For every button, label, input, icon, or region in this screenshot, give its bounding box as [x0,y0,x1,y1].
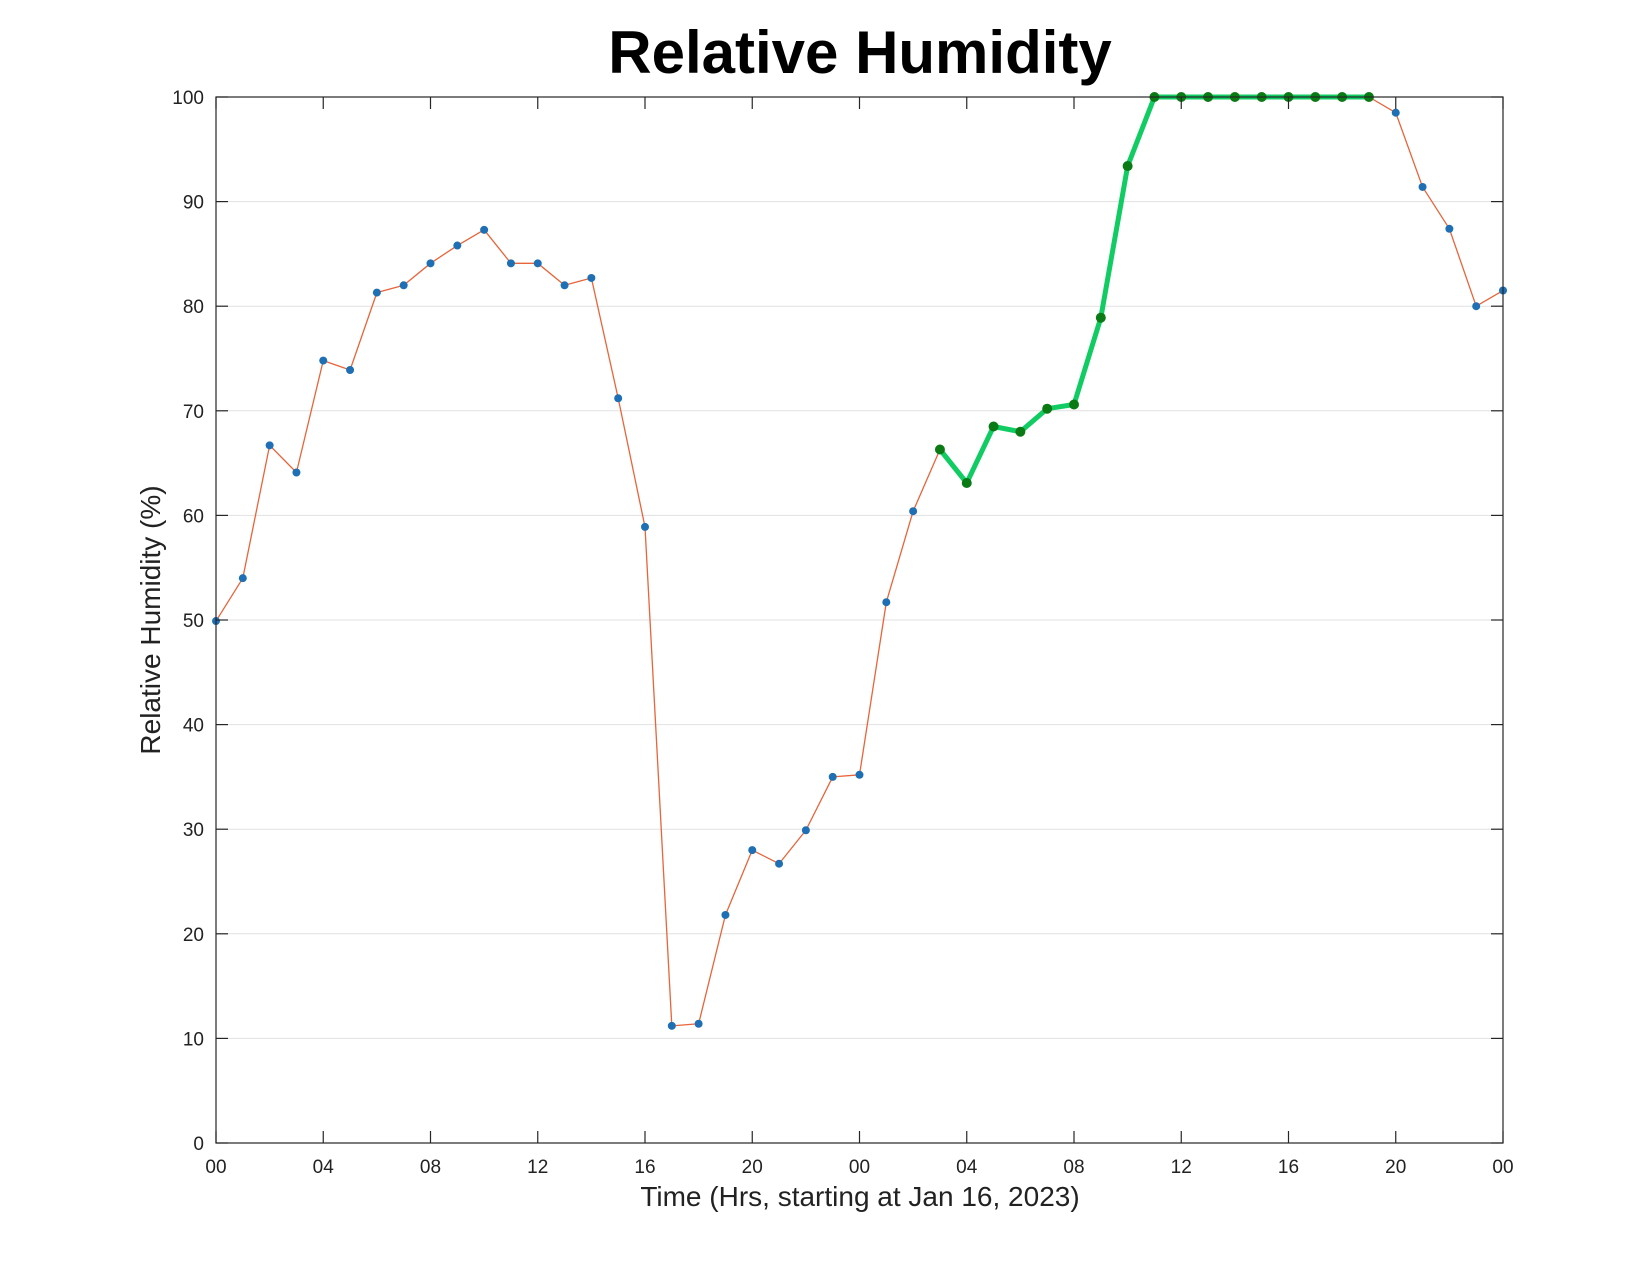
data-point [775,859,784,868]
data-point [372,288,381,297]
highlight-point [1015,426,1026,437]
highlight-point [934,444,945,455]
data-point [721,910,730,919]
gridlines [216,201,1503,1039]
data-point [828,772,837,781]
data-point [882,598,891,607]
data-point [1391,108,1400,117]
highlight-point [961,477,972,488]
highlight-point [988,421,999,432]
data-point [694,1019,703,1028]
y-tick-label: 90 [183,193,204,214]
data-point [319,356,328,365]
data-point [587,273,596,282]
x-tick-label: 04 [956,1157,978,1178]
y-tick-label: 10 [183,1029,204,1050]
x-tick-label: 16 [1278,1157,1299,1178]
data-point [533,259,542,268]
x-axis-label: Time (Hrs, starting at Jan 16, 2023) [640,1181,1079,1212]
y-axis-label: Relative Humidity (%) [135,485,166,754]
x-tick-label: 20 [742,1157,763,1178]
y-tick-label: 60 [183,506,204,527]
y-tick-label: 30 [183,820,204,841]
x-tick-label: 00 [1492,1157,1513,1178]
x-tick-label: 12 [527,1157,548,1178]
y-tick-label: 80 [183,297,204,318]
y-tick-label: 0 [193,1134,204,1155]
highlight-point [1069,399,1079,410]
data-point [1445,224,1454,233]
x-tick-label: 16 [634,1157,655,1178]
data-point [426,259,435,268]
data-point [506,259,515,268]
chart-title: Relative Humidity [608,19,1112,86]
x-tick-label: 12 [1171,1157,1192,1178]
data-point [748,846,757,855]
x-tick-label: 04 [313,1157,335,1178]
data-point [346,366,355,375]
y-tick-label: 70 [183,402,204,423]
data-point [480,225,489,234]
y-tick-label: 50 [183,611,204,632]
x-tick-label: 00 [849,1157,870,1178]
data-point [801,826,810,835]
data-point [453,241,462,250]
y-tick-label: 100 [172,88,204,109]
data-point [641,522,649,531]
data-point [614,394,623,403]
y-tick-label: 40 [183,716,204,737]
data-point [265,441,274,450]
highlight-point [1122,161,1133,172]
data-point [399,281,408,290]
ticks: 0 10 20 30 40 50 60 70 80 90 100 00 04 08 12 16 20 00 04 08… [172,88,1513,1178]
data-point [667,1021,676,1030]
data-point [292,468,301,477]
x-tick-label: 08 [1063,1157,1084,1178]
data-point [1418,182,1427,191]
data-point [909,507,918,516]
y-tick-label: 20 [183,925,204,946]
series-line-highlight [937,94,1372,486]
series-line-full [215,96,1504,1027]
data-point [1472,302,1481,311]
highlight-point [1042,403,1053,414]
series-group [212,92,1507,1030]
data-point [855,770,864,779]
x-tick-label: 00 [205,1157,226,1178]
highlight-point [1095,312,1106,323]
x-tick-label: 20 [1385,1157,1406,1178]
x-tick-label: 08 [420,1157,441,1178]
data-point [238,574,247,583]
data-point [560,281,569,290]
